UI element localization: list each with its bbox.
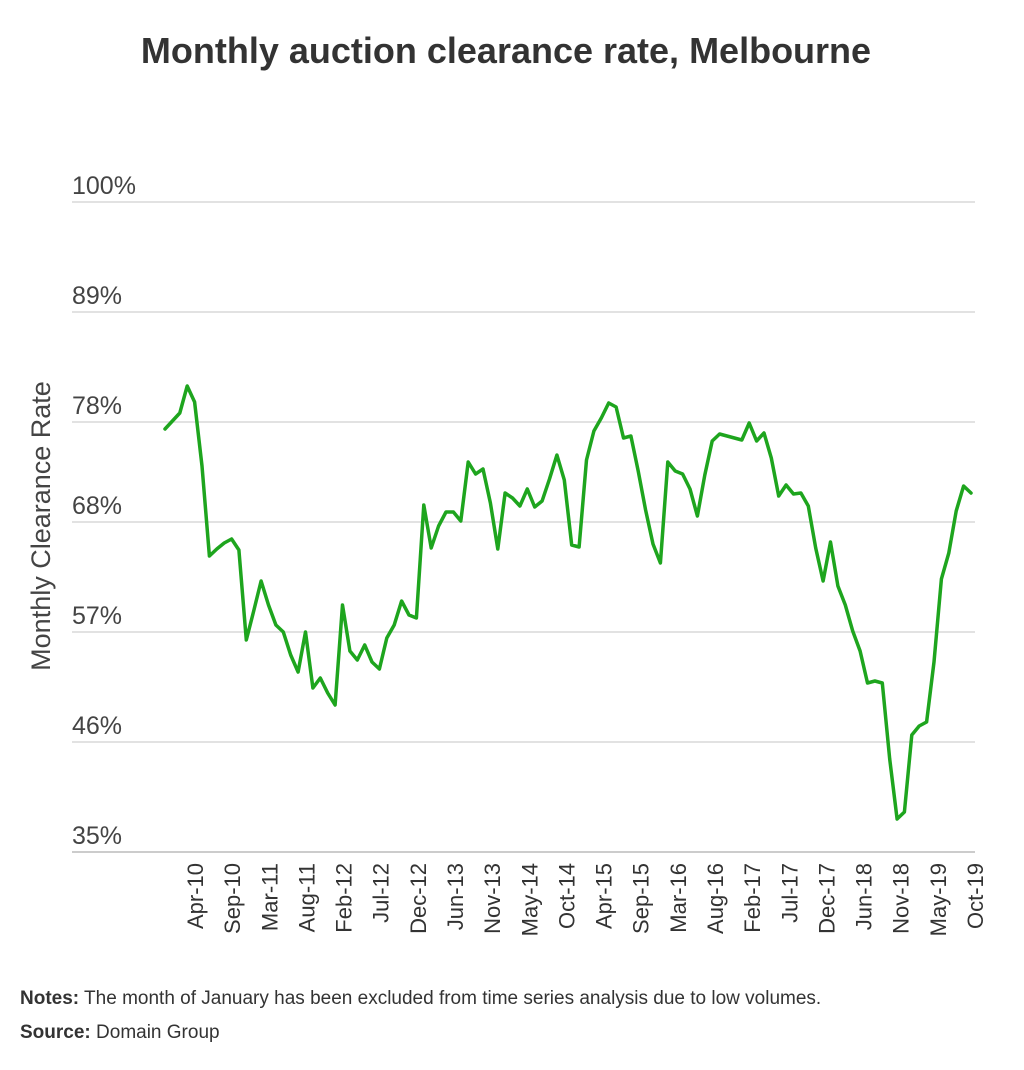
gridlines <box>72 201 975 853</box>
x-tick-label: Aug-16 <box>703 863 728 934</box>
y-tick-label: 100% <box>72 172 136 200</box>
y-axis-label: Monthly Clearance Rate <box>26 381 56 671</box>
y-tick-label: 78% <box>72 392 122 420</box>
x-tick-label: Dec-12 <box>406 863 431 934</box>
notes-label: Notes: <box>20 988 80 1009</box>
notes: Notes: The month of January has been exc… <box>20 988 821 1010</box>
series-line <box>163 384 973 821</box>
x-tick-label: May-19 <box>926 863 951 936</box>
x-tick-label: Jul-17 <box>777 863 802 923</box>
x-tick-label: Nov-13 <box>480 863 505 934</box>
y-tick-label: 46% <box>72 712 122 740</box>
x-tick-label: May-14 <box>517 863 542 936</box>
x-tick-label: Jun-18 <box>852 863 877 930</box>
x-tick-label: Sep-10 <box>220 863 245 934</box>
x-tick-label: Feb-17 <box>740 863 765 933</box>
x-tick-label: Oct-19 <box>963 863 988 929</box>
x-tick-label: Feb-12 <box>332 863 357 933</box>
x-tick-label: Dec-17 <box>814 863 839 934</box>
x-tick-label: Sep-15 <box>629 863 654 934</box>
line-chart: 35% 46% 57% 68% 78% 89% 100% Apr-10 Sep-10 Mar-1… <box>26 172 988 936</box>
source: Source: Domain Group <box>20 1022 220 1044</box>
source-text: Domain Group <box>90 1022 220 1043</box>
source-label: Source: <box>20 1022 91 1043</box>
y-tick-label: 57% <box>72 602 122 630</box>
y-tick-label: 35% <box>72 822 122 850</box>
x-tick-label: Nov-18 <box>889 863 914 934</box>
x-tick-label: Aug-11 <box>294 863 319 932</box>
x-tick-label: Apr-10 <box>183 863 208 929</box>
x-tick-label: Oct-14 <box>554 863 579 929</box>
x-tick-label: Jun-13 <box>443 863 468 930</box>
x-tick-label: Apr-15 <box>592 863 617 929</box>
y-tick-label: 89% <box>72 282 122 310</box>
chart-title: Monthly auction clearance rate, Melbourn… <box>140 30 872 71</box>
y-tick-label: 68% <box>72 492 122 520</box>
y-axis-ticks: 35% 46% 57% 68% 78% 89% 100% <box>72 172 136 850</box>
x-tick-label: Jul-12 <box>369 863 394 923</box>
x-tick-label: Mar-11 <box>257 863 282 931</box>
x-axis-ticks: Apr-10 Sep-10 Mar-11 Aug-11 Feb-12 Jul-12 Dec-… <box>183 863 988 936</box>
notes-text: The month of January has been excluded f… <box>79 988 822 1009</box>
x-tick-label: Mar-16 <box>666 863 691 933</box>
